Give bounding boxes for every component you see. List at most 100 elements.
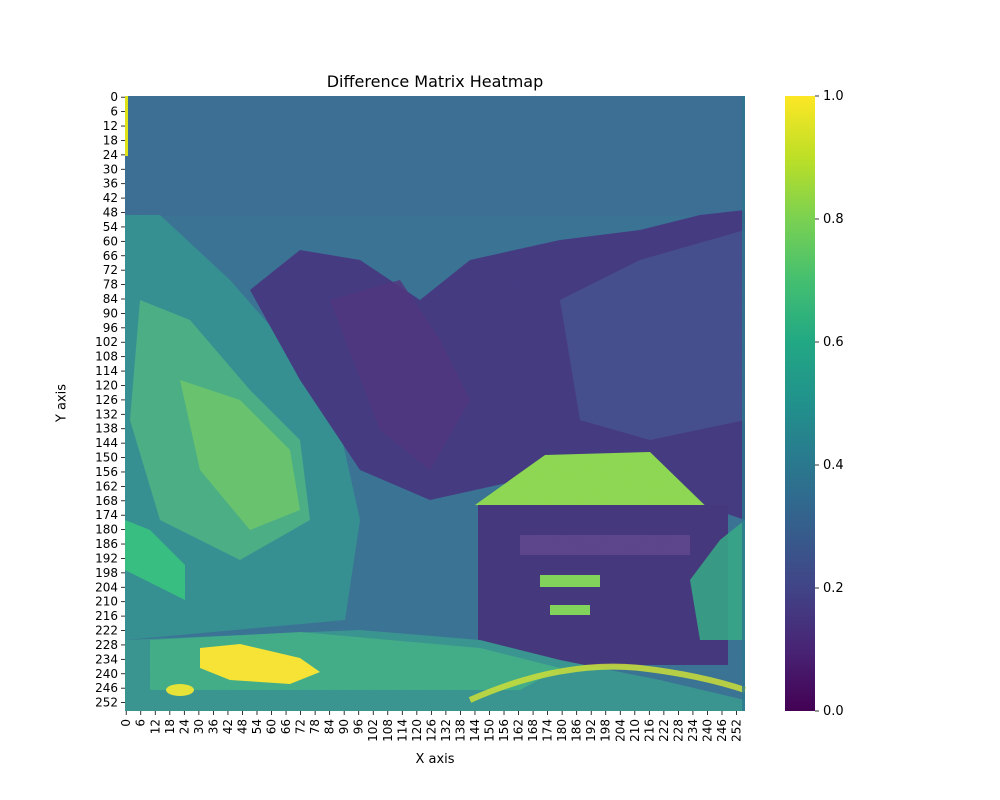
x-tick-label: 168	[526, 719, 540, 742]
x-tick-label: 72	[294, 719, 308, 734]
colorbar-gradient	[785, 96, 815, 711]
y-tick-label: 126	[95, 393, 118, 407]
x-tick-label: 156	[497, 719, 511, 742]
colorbar-tick-label: 0.0	[823, 704, 844, 719]
y-tick-label: 246	[95, 681, 118, 695]
y-tick-label: 120	[95, 378, 118, 392]
x-tick-label: 216	[642, 719, 656, 742]
y-tick-label: 78	[103, 278, 118, 292]
y-tick-label: 48	[103, 206, 118, 220]
y-tick-label: 204	[95, 580, 118, 594]
y-tick-label: 234	[95, 652, 118, 666]
y-tick-label: 36	[103, 177, 118, 191]
colorbar-tick-label: 1.0	[823, 89, 844, 104]
y-tick-label: 6	[110, 105, 118, 119]
x-tick-label: 96	[352, 719, 366, 734]
y-tick-label: 144	[95, 436, 118, 450]
x-tick-label: 246	[715, 719, 729, 742]
x-tick-label: 150	[482, 719, 496, 742]
x-tick-label: 180	[555, 719, 569, 742]
y-tick-label: 114	[95, 364, 118, 378]
x-tick-label: 234	[686, 719, 700, 742]
heatmap-left-edge	[125, 96, 128, 156]
x-tick-label: 66	[279, 719, 293, 734]
heatmap-right-edge	[742, 96, 745, 711]
x-tick-label: 192	[584, 719, 598, 742]
y-tick-label: 24	[103, 148, 118, 162]
x-tick-label: 102	[366, 719, 380, 742]
y-tick-label: 42	[103, 191, 118, 205]
y-tick-label: 210	[95, 595, 118, 609]
heatmap-noise-overlay	[125, 96, 745, 711]
y-tick-label: 162	[95, 479, 118, 493]
y-tick-label: 192	[95, 551, 118, 565]
y-tick-label: 174	[95, 508, 118, 522]
x-tick-label: 60	[265, 719, 279, 734]
y-tick-label: 198	[95, 566, 118, 580]
x-tick-label: 114	[395, 719, 409, 742]
colorbar-tick-label: 0.2	[823, 581, 844, 596]
x-tick-label: 48	[235, 719, 249, 734]
x-tick-label: 198	[599, 719, 613, 742]
y-tick-label: 18	[103, 133, 118, 147]
y-tick-label: 156	[95, 465, 118, 479]
y-tick-label: 54	[103, 220, 118, 234]
x-tick-label: 138	[453, 719, 467, 742]
y-tick-label: 96	[103, 321, 118, 335]
x-tick-label: 36	[206, 719, 220, 734]
y-tick-label: 138	[95, 422, 118, 436]
y-tick-label: 222	[95, 624, 118, 638]
x-tick-label: 54	[250, 719, 264, 734]
x-axis-ticks: 0 6 12 18 24 30 36 42 48 54 60 66 72 78 84 90 96 102 108 11…	[119, 711, 744, 742]
x-tick-label: 204	[613, 719, 627, 742]
x-tick-label: 42	[221, 719, 235, 734]
y-tick-label: 216	[95, 609, 118, 623]
y-tick-label: 66	[103, 249, 118, 263]
x-tick-label: 18	[163, 719, 177, 734]
x-tick-label: 162	[512, 719, 526, 742]
x-axis-label: X axis	[415, 752, 455, 767]
x-tick-label: 210	[628, 719, 642, 742]
x-tick-label: 24	[177, 719, 191, 734]
y-tick-label: 132	[95, 407, 118, 421]
y-tick-label: 90	[103, 306, 118, 320]
y-tick-label: 60	[103, 234, 118, 248]
colorbar	[785, 96, 815, 711]
x-tick-label: 228	[671, 719, 685, 742]
colorbar-ticks: 0.0 0.2 0.4 0.6 0.8 1.0	[815, 89, 844, 719]
x-tick-label: 90	[337, 719, 351, 734]
x-tick-label: 0	[119, 719, 133, 727]
colorbar-tick-label: 0.8	[823, 212, 844, 227]
y-tick-label: 102	[95, 335, 118, 349]
y-tick-label: 240	[95, 667, 118, 681]
y-axis-ticks: 0612182430364248546066727884909610210811…	[95, 90, 125, 710]
x-tick-label: 12	[148, 719, 162, 734]
y-tick-label: 72	[103, 263, 118, 277]
x-tick-label: 222	[657, 719, 671, 742]
chart-title: Difference Matrix Heatmap	[326, 72, 544, 91]
x-tick-label: 144	[468, 719, 482, 742]
y-tick-label: 84	[103, 292, 118, 306]
heatmap-plot-area	[125, 96, 746, 711]
x-tick-label: 120	[410, 719, 424, 742]
y-tick-label: 150	[95, 451, 118, 465]
colorbar-tick-label: 0.6	[823, 335, 844, 350]
x-tick-label: 174	[541, 719, 555, 742]
y-tick-label: 108	[95, 350, 118, 364]
y-tick-label: 252	[95, 696, 118, 710]
y-tick-label: 0	[110, 90, 118, 104]
y-tick-label: 30	[103, 162, 118, 176]
y-tick-label: 186	[95, 537, 118, 551]
x-tick-label: 252	[730, 719, 744, 742]
x-tick-label: 132	[439, 719, 453, 742]
x-tick-label: 6	[134, 719, 148, 727]
x-tick-label: 240	[700, 719, 714, 742]
y-tick-label: 168	[95, 494, 118, 508]
x-tick-label: 78	[308, 719, 322, 734]
x-tick-label: 30	[192, 719, 206, 734]
x-tick-label: 126	[424, 719, 438, 742]
x-tick-label: 186	[570, 719, 584, 742]
y-tick-label: 12	[103, 119, 118, 133]
